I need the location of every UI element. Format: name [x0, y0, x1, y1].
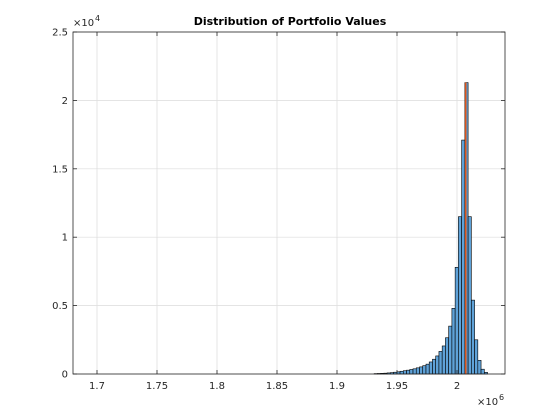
histogram-bar — [441, 345, 446, 375]
y-tick-label: 1 — [62, 233, 68, 244]
histogram-bar — [422, 365, 427, 375]
histogram-bar — [415, 367, 420, 375]
chart-title: Distribution of Portfolio Values — [194, 15, 387, 28]
x-tick-label: 1.7 — [89, 381, 105, 392]
histogram-bar — [458, 216, 462, 375]
y-tick-label: 0.5 — [52, 301, 68, 312]
y-tick-label: 2 — [62, 96, 68, 107]
histogram-bar — [412, 368, 417, 375]
histogram-bar — [399, 370, 404, 375]
x-exponent-label: ×10 6 — [477, 393, 504, 408]
histogram-bar — [428, 361, 433, 375]
histogram-bar — [451, 308, 456, 375]
histogram-bar — [471, 299, 475, 375]
axes-box — [72, 31, 506, 375]
histogram-bar — [425, 363, 430, 375]
plot-area — [73, 32, 505, 374]
y-exponent-power: 4 — [95, 14, 100, 23]
histogram-bar — [409, 369, 414, 375]
histogram-bar — [406, 369, 411, 375]
histogram-bar — [480, 368, 485, 375]
x-tick-label: 1.9 — [329, 381, 345, 392]
histogram-bar — [454, 266, 459, 375]
histogram-bar — [402, 370, 407, 375]
histogram-bar — [438, 351, 443, 375]
y-exponent-base: ×10 — [73, 18, 94, 29]
y-tick-label: 2.5 — [52, 28, 68, 39]
x-tick-label: 1.95 — [386, 381, 408, 392]
y-tick-label: 0 — [62, 370, 68, 381]
x-tick-label: 1.85 — [266, 381, 288, 392]
histogram-bar — [461, 139, 466, 375]
histogram-bar — [477, 360, 482, 375]
histogram-bar — [474, 339, 479, 375]
x-tick-label: 2 — [454, 381, 460, 392]
y-tick-label: 1.5 — [52, 164, 68, 175]
histogram-bar — [467, 216, 472, 375]
x-tick-label: 1.75 — [146, 381, 168, 392]
histogram-bar — [448, 325, 453, 375]
y-exponent-label: ×10 4 — [73, 14, 100, 29]
histogram-bar — [419, 366, 424, 375]
histogram-bar — [445, 337, 449, 375]
x-exponent-base: ×10 — [477, 397, 498, 408]
axis-ticks: 1.7 1.75 1.8 1.85 1.9 1.95 2 0 0.5 1 1.5 2 2.5 — [52, 28, 505, 392]
x-tick-label: 1.8 — [209, 381, 225, 392]
histogram-bar — [432, 358, 436, 375]
histogram-bar — [435, 355, 440, 375]
x-exponent-power: 6 — [499, 393, 504, 402]
